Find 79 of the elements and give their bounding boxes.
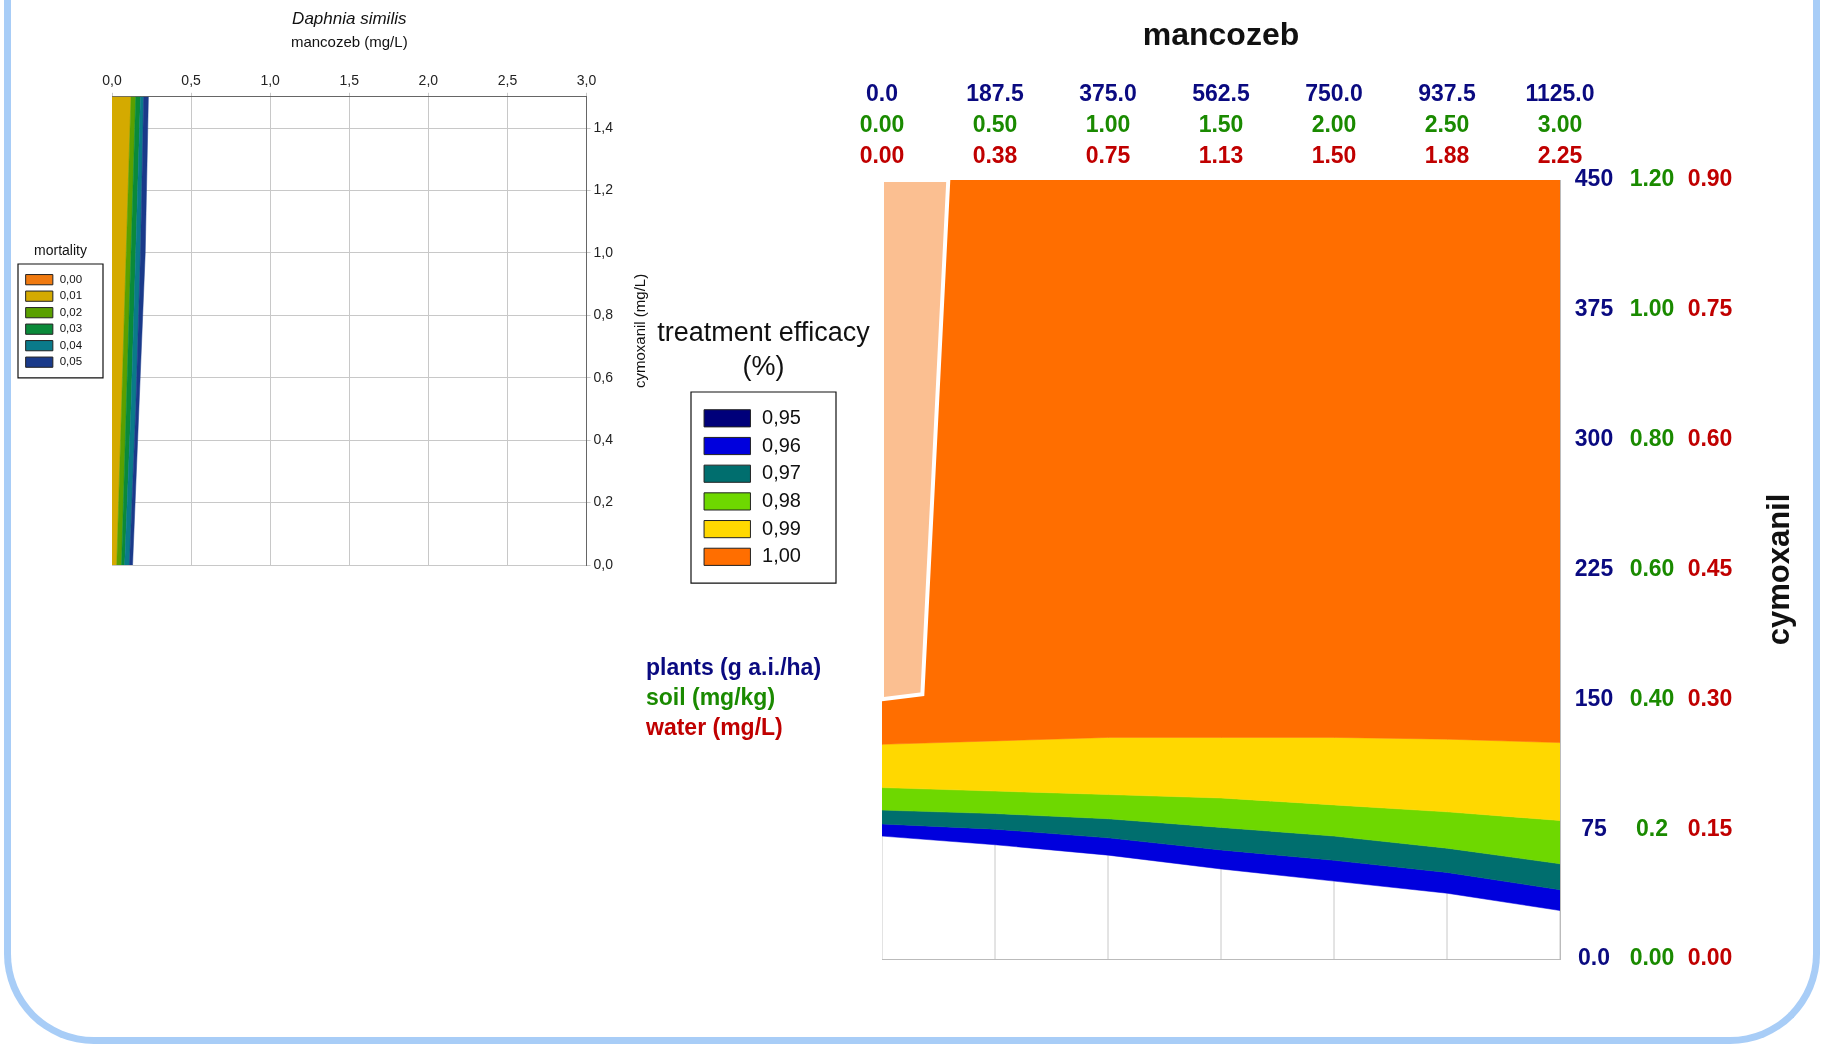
text: 2.25 [1537, 141, 1583, 168]
x-tick-label: 0,5 [181, 72, 202, 89]
y-tick-label: 75 [1581, 814, 1607, 841]
x2-tick-label: 1.00 [1085, 110, 1131, 137]
legend-label: 0,97 [762, 461, 801, 484]
x2-tick-label: 2.50 [1424, 110, 1470, 137]
y3-tick-label: 0.45 [1687, 554, 1733, 581]
x-tick-label: 750.0 [1305, 79, 1363, 106]
y3-tick-label: 0.75 [1687, 295, 1733, 322]
y2-tick-label: 0.40 [1629, 684, 1675, 711]
y-tick-label: 0,0 [593, 555, 614, 572]
legend-title: mortality [34, 242, 87, 259]
x2-tick-label: 3.00 [1537, 110, 1583, 137]
y2-tick-label: 1.00 [1629, 295, 1675, 322]
text: soil (mg/kg) [646, 684, 776, 711]
y-tick-label: 0,2 [593, 493, 614, 510]
legend-title: treatment efficacy (%) [657, 317, 871, 382]
chart-title: Daphnia similis [292, 8, 407, 28]
text: water (mg/L) [645, 714, 783, 741]
y-tick-label: 0,4 [593, 431, 614, 448]
y-tick-label: 150 [1574, 684, 1614, 711]
x2-tick-label: 0.50 [972, 110, 1018, 137]
x-tick-label: 0.0 [866, 79, 898, 106]
legend-label: 0,00 [59, 272, 83, 285]
text: 1.50 [1311, 141, 1357, 168]
legend-label: 0,95 [762, 405, 801, 428]
y-tick-label: 0.0 [1578, 944, 1610, 971]
x-tick-label: 937.5 [1418, 79, 1476, 106]
y2-tick-label: 0.60 [1629, 554, 1675, 581]
x2-tick-label: 1.50 [1198, 110, 1244, 137]
x-tick-label: 1125.0 [1525, 79, 1595, 106]
text: 1.88 [1424, 141, 1470, 168]
y2-tick-label: 0.80 [1629, 425, 1675, 452]
y-axis-title: cymoxanil (mg/L) [631, 273, 649, 388]
y3-axis-title: cymoxanil [1760, 493, 1796, 646]
legend-label: 0,04 [59, 338, 83, 351]
legend-label: 1,00 [762, 544, 801, 567]
legend-label: 0,99 [762, 516, 801, 539]
x-tick-label: 375.0 [1079, 79, 1137, 106]
x-tick-label: 1,0 [260, 72, 281, 89]
y2-tick-label: 0.00 [1629, 944, 1675, 971]
text: 1.13 [1198, 141, 1244, 168]
y-tick-label: 300 [1574, 425, 1614, 452]
x-tick-label: 187.5 [966, 79, 1024, 106]
y2-tick-label: 1.20 [1629, 165, 1675, 192]
chart-title: mancozeb [1142, 15, 1300, 52]
y3-tick-label: 0.00 [1687, 944, 1733, 971]
legend-label: 0,03 [59, 322, 83, 335]
x-axis-title: mancozeb (mg/L) [290, 33, 408, 51]
y-tick-label: 1,4 [593, 118, 614, 135]
x-tick-label: 2,5 [497, 72, 518, 89]
x-tick-label: 0,0 [102, 72, 122, 89]
y-tick-label: 0,6 [593, 368, 614, 385]
x2-tick-label: 2.00 [1311, 110, 1357, 137]
x-tick-label: 3,0 [576, 72, 597, 89]
x2-tick-label: 0.00 [859, 110, 905, 137]
y3-tick-label: 0.15 [1687, 814, 1733, 841]
y-tick-label: 375 [1574, 295, 1614, 322]
legend-label: 0,96 [762, 433, 801, 456]
y-tick-label: 0,8 [593, 306, 614, 323]
legend-label: 0,01 [59, 289, 83, 302]
y3-tick-label: 0.60 [1687, 425, 1733, 452]
y-tick-label: 225 [1574, 554, 1614, 581]
y2-tick-label: 0.2 [1636, 814, 1668, 841]
y3-tick-label: 0.30 [1687, 684, 1733, 711]
y-tick-label: 450 [1574, 165, 1614, 192]
legend-label: 0,98 [762, 488, 801, 511]
y3-tick-label: 0.90 [1687, 165, 1733, 192]
legend-label: 0,05 [59, 355, 83, 368]
x-tick-label: 562.5 [1192, 79, 1250, 106]
text: 0.75 [1085, 141, 1131, 168]
text: plants (g a.i./ha) [646, 654, 822, 681]
x-tick-label: 2,0 [418, 72, 439, 89]
text: 0.38 [972, 141, 1018, 168]
y-tick-label: 1,0 [593, 243, 614, 260]
x-tick-label: 1,5 [339, 72, 360, 89]
y-tick-label: 1,2 [593, 181, 614, 198]
legend-label: 0,02 [59, 305, 83, 318]
text: 0.00 [859, 141, 905, 168]
